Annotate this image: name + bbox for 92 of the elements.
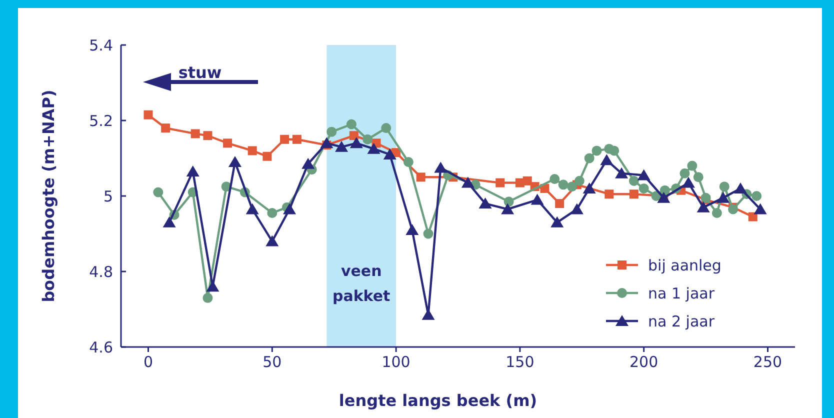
point [550,174,560,184]
y-tick-label: 5.4 [89,36,113,54]
point [228,156,242,168]
point [161,124,170,133]
point [629,190,638,199]
legend-label: na 2 jaar [648,312,716,330]
point [550,216,564,228]
x-axis-title: lengte langs beek (m) [338,391,538,410]
point [349,131,358,140]
point [423,228,434,239]
y-tick-label: 5.2 [89,112,113,130]
y-tick-label: 4.6 [89,338,113,356]
legend-label: na 1 jaar [648,284,716,302]
x-tick-label: 0 [143,353,154,371]
point [320,137,334,148]
point [628,176,639,186]
legend-label: bij aanleg [648,256,722,274]
point [346,119,356,130]
point [530,194,544,205]
point [153,187,164,198]
point [609,146,620,156]
point [283,203,296,214]
point [367,142,380,154]
point [144,110,153,120]
annotation: stuw [178,63,222,82]
point [522,176,532,186]
point [267,208,278,218]
point [416,172,426,182]
y-tick-label: 4.8 [89,262,113,281]
point [638,183,649,194]
point [700,192,711,203]
point [190,129,200,138]
point [203,131,212,140]
point [262,152,272,161]
point [682,176,695,188]
point [406,224,419,235]
point [728,204,738,214]
point [696,201,710,212]
point [478,198,492,209]
point [637,169,650,180]
point [754,203,767,214]
x-tick-label: 50 [262,353,282,371]
point [248,146,257,156]
point [748,212,758,222]
point [657,192,670,203]
point [687,160,698,171]
point [362,134,373,144]
point [246,203,259,214]
x-tick-label: 250 [753,353,782,371]
point [302,158,315,169]
point [752,191,762,201]
point [202,292,213,303]
band-label: veen pakket [332,262,390,305]
y-tick-label: 5 [103,187,113,206]
x-tick-label: 200 [630,353,658,371]
point [434,162,448,173]
point [574,176,584,186]
y-axis-title: bodemhoogte (m+NAP) [39,90,58,302]
point [719,182,730,192]
point [570,203,584,214]
point [615,167,628,178]
point [280,134,290,144]
point [555,199,564,208]
point [501,203,514,214]
point [582,182,596,194]
point [592,146,602,156]
point [716,192,730,203]
point [335,140,348,152]
point [680,168,690,178]
point [566,182,577,192]
point [350,137,363,148]
point [223,138,232,148]
point [584,153,594,164]
point [186,165,200,176]
point [403,157,414,168]
x-tick-label: 100 [382,353,410,371]
point [600,154,614,166]
point [383,148,396,160]
point [604,190,614,199]
point [693,172,704,182]
point [326,126,337,137]
point [734,182,747,194]
point [712,208,722,218]
point [381,123,392,134]
x-tick-label: 150 [506,353,534,371]
point [558,180,568,190]
point [162,216,176,228]
point [504,196,514,207]
point [292,134,302,144]
point [461,176,474,188]
point [496,178,505,188]
point [266,235,279,246]
